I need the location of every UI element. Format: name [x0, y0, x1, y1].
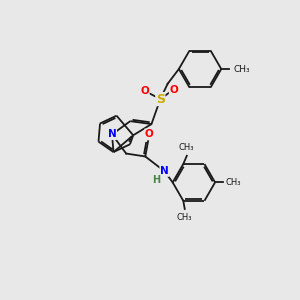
Text: O: O [169, 85, 178, 94]
Text: CH₃: CH₃ [225, 178, 241, 187]
Text: H: H [152, 175, 160, 185]
Text: N: N [108, 129, 116, 140]
Text: S: S [156, 93, 165, 106]
Text: CH₃: CH₃ [176, 213, 192, 222]
Text: O: O [145, 129, 154, 139]
Text: CH₃: CH₃ [178, 143, 194, 152]
Text: N: N [160, 166, 169, 176]
Text: O: O [141, 86, 149, 96]
Text: CH₃: CH₃ [233, 64, 250, 74]
